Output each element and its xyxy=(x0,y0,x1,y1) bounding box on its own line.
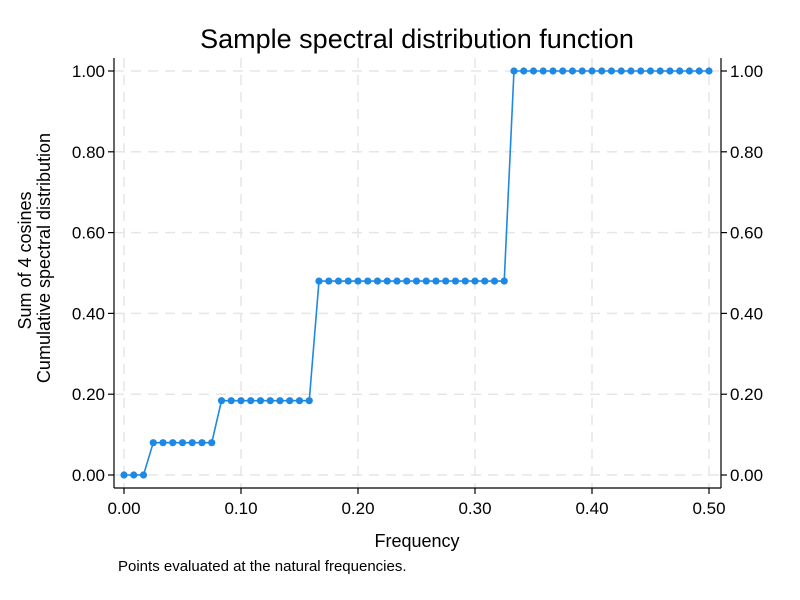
data-point xyxy=(705,67,713,75)
data-point xyxy=(471,277,479,285)
data-point xyxy=(666,67,674,75)
data-point xyxy=(598,67,606,75)
x-tick-label: 0.00 xyxy=(107,499,140,518)
data-point xyxy=(334,277,343,285)
y-tick-label-left: 0.20 xyxy=(72,385,105,404)
data-point xyxy=(481,277,489,285)
y-tick-label-right: 0.60 xyxy=(730,224,763,243)
data-point xyxy=(685,67,694,75)
data-point xyxy=(139,471,148,479)
x-tick-label: 0.50 xyxy=(692,499,725,518)
y-tick-label-left: 0.80 xyxy=(72,143,105,162)
data-point xyxy=(676,67,684,75)
series-cumulative-distribution xyxy=(120,67,713,479)
chart-note: Points evaluated at the natural frequenc… xyxy=(118,558,407,575)
data-point xyxy=(403,277,411,285)
data-point xyxy=(315,277,323,285)
data-point xyxy=(276,397,284,405)
y-tick-label-right: 1.00 xyxy=(730,62,763,81)
data-point xyxy=(344,277,352,285)
data-point xyxy=(198,439,206,447)
data-point xyxy=(149,439,157,447)
data-point xyxy=(364,277,372,285)
data-point xyxy=(451,277,460,285)
data-point xyxy=(422,277,430,285)
data-point xyxy=(588,67,596,75)
data-point xyxy=(383,277,391,285)
data-point xyxy=(617,67,625,75)
data-point xyxy=(178,439,187,447)
data-point xyxy=(354,277,362,285)
data-point xyxy=(247,397,255,405)
data-point xyxy=(490,277,499,285)
data-point xyxy=(656,67,664,75)
data-point xyxy=(637,67,645,75)
data-point xyxy=(393,277,401,285)
x-axis-title: Frequency xyxy=(374,531,459,551)
data-point xyxy=(539,67,547,75)
x-axis-ticks: 0.00 0.10 0.20 0.30 0.40 0.50 xyxy=(107,488,726,518)
x-tick-label: 0.20 xyxy=(341,499,374,518)
y-axis-title-line-2: Cumulative spectral distribution xyxy=(34,133,54,383)
data-point xyxy=(500,277,508,285)
data-point xyxy=(510,67,518,75)
x-tick-label: 0.40 xyxy=(575,499,608,518)
axes xyxy=(113,58,722,489)
data-point xyxy=(432,277,440,285)
data-point xyxy=(227,397,235,405)
data-point xyxy=(159,439,167,447)
data-point xyxy=(646,67,655,75)
data-point xyxy=(256,397,265,405)
data-point xyxy=(412,277,421,285)
data-point xyxy=(286,397,294,405)
data-point xyxy=(208,439,216,447)
data-point xyxy=(695,67,703,75)
y-axis-left-ticks: 0.00 0.20 0.40 0.60 0.80 1.00 xyxy=(72,62,114,485)
data-point xyxy=(529,67,538,75)
data-point xyxy=(607,67,616,75)
data-point xyxy=(627,67,635,75)
y-tick-label-right: 0.00 xyxy=(730,466,763,485)
x-tick-label: 0.10 xyxy=(224,499,257,518)
data-point xyxy=(568,67,577,75)
data-point xyxy=(305,397,313,405)
y-tick-label-left: 0.60 xyxy=(72,224,105,243)
data-point xyxy=(325,277,333,285)
data-point xyxy=(130,471,138,479)
y-axis-title-line-1: Sum of 4 cosines xyxy=(15,191,35,329)
data-point xyxy=(266,397,274,405)
y-tick-label-left: 1.00 xyxy=(72,62,105,81)
chart-title: Sample spectral distribution function xyxy=(200,24,634,54)
data-point xyxy=(188,439,196,447)
y-tick-label-right: 0.20 xyxy=(730,385,763,404)
data-point xyxy=(295,397,304,405)
y-tick-label-right: 0.80 xyxy=(730,143,763,162)
data-point xyxy=(461,277,469,285)
data-point xyxy=(237,397,245,405)
y-axis-right-ticks: 0.00 0.20 0.40 0.60 0.80 1.00 xyxy=(721,62,763,485)
data-point xyxy=(373,277,382,285)
data-point xyxy=(217,397,226,405)
data-point xyxy=(169,439,177,447)
data-point xyxy=(442,277,450,285)
series-line xyxy=(124,70,709,476)
y-tick-label-right: 0.40 xyxy=(730,304,763,323)
data-point xyxy=(520,67,528,75)
x-tick-label: 0.30 xyxy=(458,499,491,518)
y-axis-title: Sum of 4 cosines Cumulative spectral dis… xyxy=(15,133,54,383)
data-point xyxy=(120,471,128,479)
data-point xyxy=(549,67,557,75)
y-tick-label-left: 0.00 xyxy=(72,466,105,485)
data-point xyxy=(578,67,586,75)
data-point xyxy=(559,67,567,75)
grid-lines xyxy=(114,58,721,488)
y-tick-label-left: 0.40 xyxy=(72,304,105,323)
